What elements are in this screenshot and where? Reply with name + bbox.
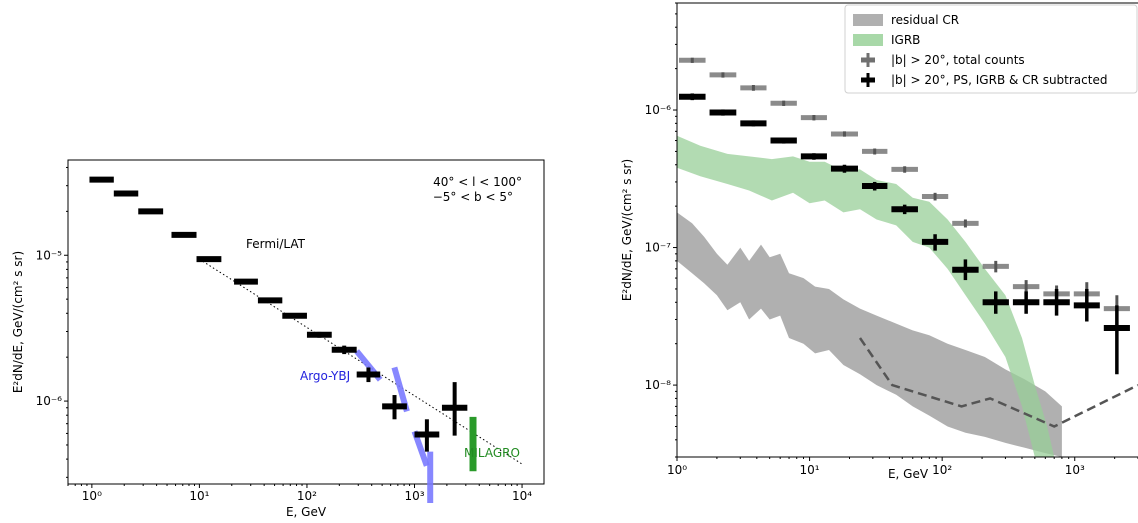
residual-cr-band (677, 212, 1062, 457)
legend: residual CR IGRB |b| > 20°, total counts |b… (844, 4, 1138, 94)
x-axis-label: E, GeV (888, 467, 929, 481)
x-tick-label: 10¹ (800, 463, 820, 477)
x-tick-label: 10² (932, 463, 952, 477)
cr-dashed-line (858, 337, 1138, 428)
x-tick-label: 10³ (1065, 463, 1085, 477)
y-tick-label: 10⁻⁵ (36, 248, 63, 262)
x-tick-label: 10³ (404, 489, 424, 503)
x-tick-label: 10¹ (189, 489, 209, 503)
legend-swatch (853, 34, 883, 46)
chart-right: 10⁰ 10¹ 10² 10³ 10⁻⁸ 10⁻⁷ 10⁻⁶ E, GeV E²dN/dE, G… (620, 2, 1138, 481)
legend-label: IGRB (891, 33, 920, 47)
x-tick-label: 10² (297, 489, 317, 503)
plot-area (677, 57, 1138, 457)
legend-swatch (853, 14, 883, 26)
legend-label: |b| > 20°, total counts (891, 53, 1025, 67)
milagro-label: MILAGRO (464, 446, 520, 460)
y-axis-label: E²dN/dE, GeV/(cm² s sr) (620, 159, 634, 301)
legend-frame (844, 4, 1138, 94)
y-axis-label: E²dN/dE, GeV/(cm² s sr) (11, 251, 25, 393)
y-tick-label: 10⁻⁶ (645, 103, 672, 117)
legend-label: residual CR (891, 13, 959, 27)
x-axis-label: E, GeV (286, 505, 327, 519)
argo-label: Argo-YBJ (300, 369, 350, 383)
annotation-longitude: 40° < l < 100° (433, 175, 522, 189)
x-tick-label: 10⁰ (667, 463, 687, 477)
y-tick-label: 10⁻⁶ (36, 394, 63, 408)
igrb-band (677, 135, 1055, 457)
y-tick-label: 10⁻⁷ (645, 241, 672, 255)
x-tick-label: 10⁰ (82, 489, 102, 503)
fermi-label: Fermi/LAT (246, 237, 306, 251)
y-tick-label: 10⁻⁸ (645, 378, 672, 392)
annotation-latitude: −5° < b < 5° (433, 190, 513, 204)
x-tick-label: 10⁴ (512, 489, 532, 503)
plot-frame (67, 159, 545, 485)
legend-label: |b| > 20°, PS, IGRB & CR subtracted (891, 73, 1107, 87)
chart-left: 10⁰ 10¹ 10² 10³ 10⁴ 10⁻⁶ 10⁻⁵ E, GeV E²dN/dE, Ge… (11, 159, 545, 519)
